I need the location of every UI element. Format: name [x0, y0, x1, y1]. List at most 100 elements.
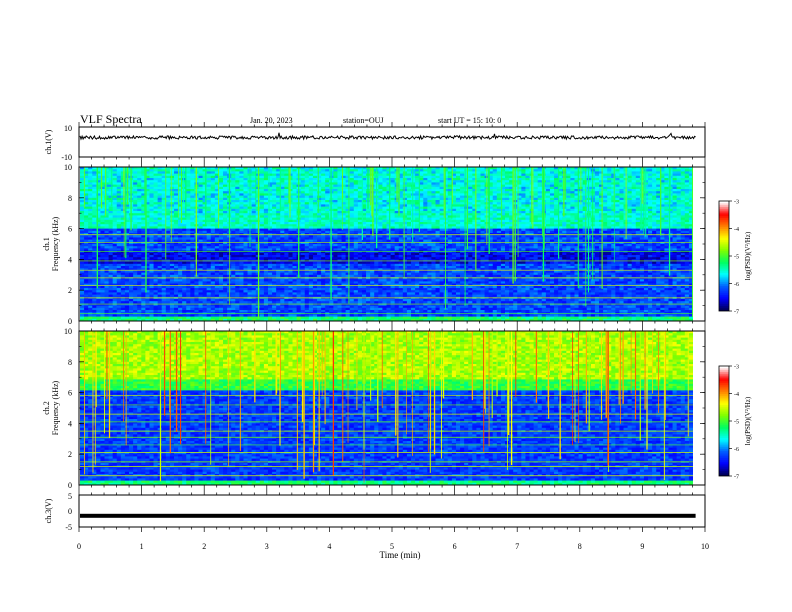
spec-cell: [333, 301, 338, 304]
spec-cell: [214, 301, 220, 304]
spec-cell: [104, 301, 110, 304]
spec-cell: [317, 189, 322, 192]
spec-cell: [116, 248, 122, 251]
spec-cell: [161, 246, 167, 249]
spec-cell: [227, 252, 232, 256]
spec-cell: [321, 217, 326, 221]
spec-cell: [153, 314, 159, 317]
spec-cell: [149, 235, 154, 238]
spec-cell: [182, 202, 187, 205]
spec-cell: [231, 244, 236, 247]
spec-cell: [161, 244, 167, 247]
spec-cell: [243, 301, 248, 304]
spec-cell: [169, 167, 175, 170]
spec-cell: [202, 206, 208, 210]
spec-cell: [317, 195, 322, 199]
spec-cell: [292, 263, 297, 267]
spec-cell: [235, 244, 240, 247]
spec-cell: [100, 184, 105, 188]
spec-cell: [308, 189, 314, 192]
spec-cell: [267, 189, 273, 192]
spec-cell: [280, 200, 285, 203]
spec-cell: [223, 169, 228, 172]
spec-cell: [190, 266, 195, 269]
spec-cell: [349, 310, 355, 313]
spec-cell: [259, 274, 265, 278]
spec-cell: [280, 235, 285, 238]
spec-cell: [108, 175, 114, 179]
spec-cell: [108, 211, 114, 214]
spec-cell: [186, 193, 191, 196]
spec-cell: [280, 182, 285, 185]
spec-cell: [149, 173, 154, 177]
spec-cell: [280, 274, 285, 278]
spec-cell: [321, 303, 326, 306]
spec-cell: [80, 219, 85, 223]
spec-cell: [353, 191, 359, 194]
spec-cell: [357, 239, 363, 243]
spec-cell: [149, 175, 154, 179]
spec-cell: [312, 215, 318, 218]
spec-cell: [186, 171, 191, 174]
spec-cell: [341, 167, 347, 170]
spec-cell: [214, 248, 220, 251]
spec-cell: [361, 215, 367, 218]
spec-cell: [353, 237, 359, 240]
spec-cell: [325, 277, 330, 280]
spec-cell: [124, 255, 130, 258]
spec-cell: [157, 261, 163, 265]
spec-cell: [84, 244, 89, 247]
spec-cell: [194, 294, 199, 298]
spec-cell: [210, 173, 216, 177]
spec-cell: [235, 228, 240, 232]
spec-cell: [100, 226, 105, 229]
spec-cell: [178, 175, 183, 179]
spec-cell: [214, 303, 220, 306]
spec-cell: [357, 200, 363, 203]
spec-cell: [124, 290, 130, 293]
spec-cell: [182, 182, 187, 185]
spec-cell: [206, 290, 212, 293]
spec-cell: [149, 178, 154, 181]
spec-cell: [96, 279, 101, 282]
spec-cell: [349, 248, 355, 251]
spec-cell: [169, 171, 175, 174]
spec-cell: [169, 263, 175, 267]
spec-cell: [133, 195, 138, 199]
spec-cell: [133, 285, 138, 289]
spec-cell: [296, 303, 302, 306]
spec-cell: [317, 235, 322, 238]
spec-cell: [120, 281, 126, 284]
spec-cell: [353, 316, 359, 320]
spec-cell: [235, 171, 240, 174]
spec-cell: [108, 208, 114, 212]
spec-cell: [88, 186, 93, 190]
spec-cell: [361, 257, 367, 260]
spec-cell: [239, 204, 244, 207]
spec-cell: [259, 316, 265, 320]
spec-cell: [235, 305, 240, 309]
spec-cell: [210, 195, 216, 199]
spec-cell: [292, 292, 297, 295]
spec-cell: [292, 191, 297, 194]
spec-cell: [186, 244, 191, 247]
spec-cell: [321, 292, 326, 295]
spec-cell: [182, 266, 187, 269]
spec-cell: [267, 241, 273, 245]
spec-cell: [149, 316, 154, 320]
spec-cell: [104, 171, 110, 174]
spec-cell: [186, 252, 191, 256]
spec-cell: [280, 230, 285, 234]
spec-cell: [165, 303, 171, 306]
spec-cell: [190, 299, 195, 302]
spec-cell: [251, 204, 257, 207]
spec-cell: [141, 202, 146, 205]
spec-cell: [231, 167, 236, 170]
spec-cell: [349, 268, 355, 271]
spec-cell: [210, 288, 216, 291]
spec-cell: [92, 230, 97, 234]
spec-cell: [149, 272, 154, 276]
spec-cell: [272, 233, 277, 236]
spec-cell: [178, 285, 183, 289]
spec-cell: [288, 279, 293, 282]
